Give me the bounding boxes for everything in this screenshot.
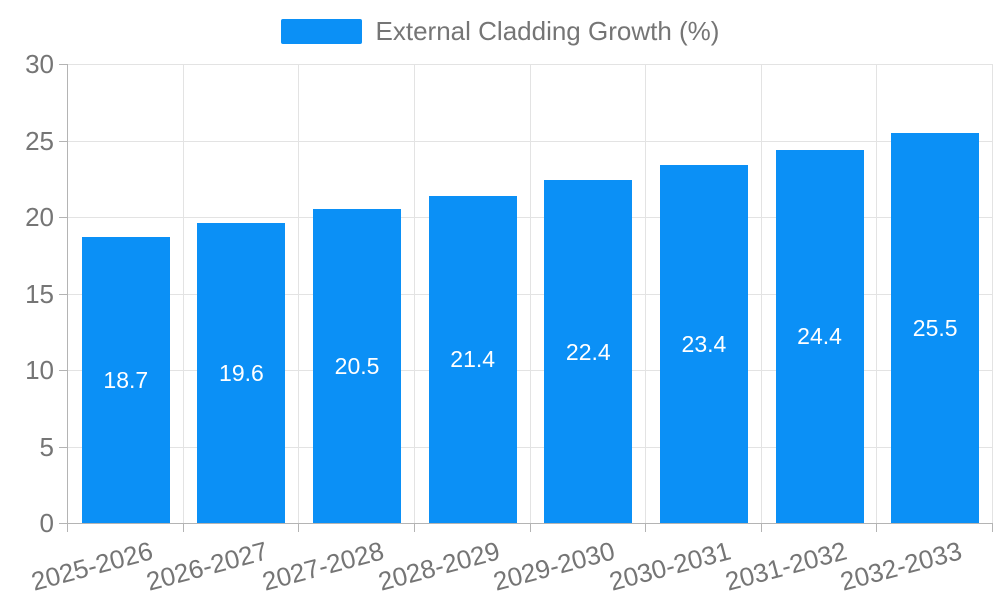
y-tick-0 xyxy=(59,523,67,524)
bar-value-label: 25.5 xyxy=(912,314,958,341)
y-tick-25 xyxy=(59,140,67,142)
y-axis-tick-label: 15 xyxy=(25,278,54,309)
legend-label: External Cladding Growth (%) xyxy=(375,16,720,46)
bar-2030-2031[interactable]: 23.4 xyxy=(659,164,748,523)
x-tick-6 xyxy=(760,524,762,532)
y-tick-20 xyxy=(59,217,67,218)
x-gridline-2 xyxy=(298,64,300,523)
y-axis-tick-label: 10 xyxy=(25,355,54,385)
y-axis-tick-label: 5 xyxy=(39,431,54,462)
y-tick-15 xyxy=(59,293,67,295)
plot-area: 18.7 19.6 20.5 21.4 22.4 23.4 24.4 25.5 xyxy=(68,64,993,523)
x-tick-3 xyxy=(413,524,415,532)
x-gridline-5 xyxy=(645,64,647,523)
bar-value-label: 20.5 xyxy=(334,353,380,380)
y-tick-10 xyxy=(59,370,67,371)
x-gridline-7 xyxy=(876,64,878,523)
chart-legend[interactable]: External Cladding Growth (%) xyxy=(0,17,1000,45)
bar-2027-2028[interactable]: 20.5 xyxy=(313,209,402,523)
x-tick-1 xyxy=(182,524,184,532)
bar-value-label: 19.6 xyxy=(219,360,264,387)
bar-2026-2027[interactable]: 19.6 xyxy=(197,223,286,523)
y-axis-tick-label: 25 xyxy=(25,125,54,156)
y-tick-5 xyxy=(59,446,67,448)
x-tick-0 xyxy=(67,524,68,532)
bar-value-label: 22.4 xyxy=(565,338,611,365)
y-gridline-25 xyxy=(68,140,993,142)
bar-2031-2032[interactable]: 24.4 xyxy=(775,149,864,523)
x-gridline-3 xyxy=(413,64,415,523)
y-gridline-5 xyxy=(68,446,993,448)
bar-value-label: 23.4 xyxy=(681,330,727,357)
x-tick-7 xyxy=(876,524,878,532)
x-tick-8 xyxy=(992,524,993,532)
legend-swatch xyxy=(280,18,362,44)
bar-value-label: 24.4 xyxy=(797,323,842,350)
bar-2025-2026[interactable]: 18.7 xyxy=(81,236,170,523)
x-tick-5 xyxy=(645,524,647,532)
x-tick-2 xyxy=(298,524,300,532)
bar-value-label: 18.7 xyxy=(103,366,149,393)
bar-2028-2029[interactable]: 21.4 xyxy=(428,195,517,523)
x-axis-line xyxy=(67,523,993,524)
y-tick-30 xyxy=(59,64,67,65)
y-gridline-30 xyxy=(68,64,993,65)
y-axis-tick-label: 20 xyxy=(25,202,54,232)
x-gridline-6 xyxy=(760,64,762,523)
x-gridline-1 xyxy=(182,64,184,523)
x-gridline-4 xyxy=(529,64,531,523)
y-gridline-20 xyxy=(68,217,993,218)
y-axis-tick-label: 30 xyxy=(25,49,54,79)
y-axis-tick-label: 0 xyxy=(39,508,54,538)
y-gridline-10 xyxy=(68,370,993,371)
y-gridline-15 xyxy=(68,293,993,295)
x-gridline-8 xyxy=(992,64,993,523)
x-tick-4 xyxy=(529,524,531,532)
bar-2029-2030[interactable]: 22.4 xyxy=(544,180,633,523)
y-axis-line xyxy=(67,64,68,523)
bar-value-label: 21.4 xyxy=(450,346,496,373)
bar-2032-2033[interactable]: 25.5 xyxy=(891,132,980,523)
